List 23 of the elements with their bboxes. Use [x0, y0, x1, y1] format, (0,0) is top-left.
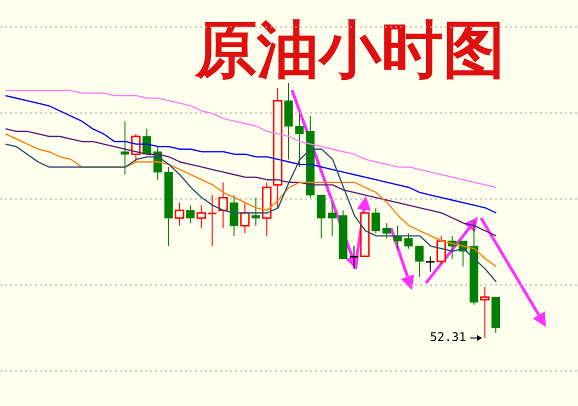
candlestick [186, 204, 195, 224]
candlestick [372, 207, 380, 234]
candlestick [317, 194, 326, 239]
candlestick [404, 232, 413, 250]
candlestick [218, 182, 228, 229]
candlestick [393, 225, 402, 250]
candlestick [230, 194, 238, 236]
candlestick [174, 202, 184, 226]
candlestick [426, 256, 435, 272]
candlestick [382, 222, 391, 239]
chart-title: 原油小时图 [193, 12, 506, 88]
candlestick [120, 120, 130, 176]
candlestick [480, 286, 490, 338]
candlestick [328, 202, 336, 236]
annotation: 52.31 [430, 330, 466, 344]
candlestick [436, 235, 446, 264]
candlestick [295, 112, 304, 168]
candlestick [208, 194, 216, 247]
candlestick [415, 246, 424, 278]
candlestick [252, 197, 260, 226]
candlestick [240, 202, 250, 234]
candlestick [350, 246, 358, 270]
candlestick [196, 204, 206, 229]
